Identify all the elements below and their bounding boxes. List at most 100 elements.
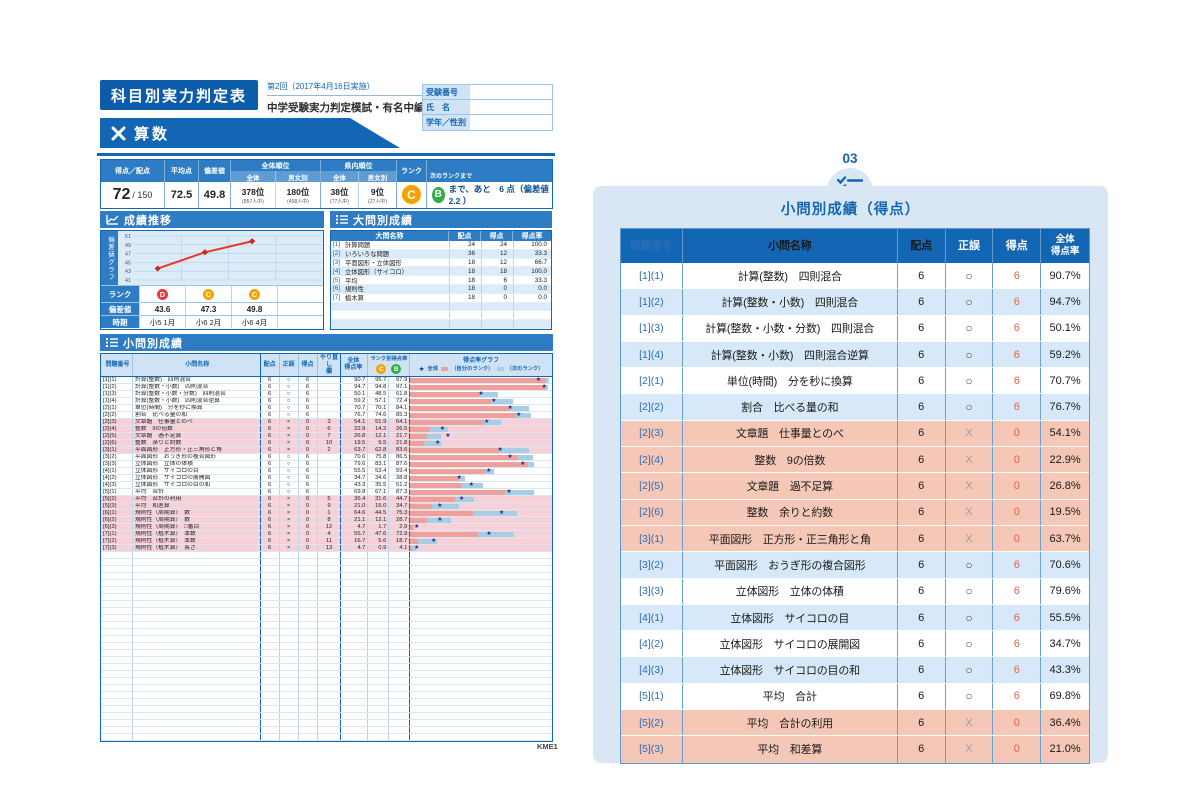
table-row: [2](6) 整数 余りと約数 6 X 0 19.5% (621, 499, 1089, 526)
next-rank-bar (473, 511, 517, 516)
tokuten-value (299, 608, 318, 614)
haiten-value: 6 (261, 426, 280, 432)
rank-of-total: (857人中) (242, 198, 264, 205)
redo-number: 6 (318, 426, 342, 432)
rank-b-rate (389, 629, 411, 635)
own-rank-bar (410, 392, 480, 397)
haiten-value: 6 (898, 263, 946, 289)
seigo-mark: × (280, 503, 299, 509)
deviation-cell: 49.8 (231, 303, 277, 315)
rank-c-rate: 35.5 (368, 482, 390, 488)
overall-rate (341, 636, 369, 642)
haiten-value (261, 573, 280, 579)
seigo-mark: ○ (280, 377, 299, 383)
detail-section-header: 小問別成績 (100, 334, 553, 351)
tokuten-value: 6 (299, 468, 318, 474)
haiten-value: 18 (449, 258, 481, 267)
overall-star: ★ (486, 531, 492, 537)
question-name (133, 713, 261, 719)
haiten-value: 6 (261, 482, 280, 488)
seigo-mark: ○ (946, 289, 994, 315)
rate-bar-cell (410, 699, 552, 705)
tokuten-value (299, 734, 318, 740)
tokuten-value (299, 601, 318, 607)
deviation-cell: 43.6 (139, 303, 185, 315)
table-row: [5](1) 平均 合計 6 ○ 6 69.8 67.1 87.3 ★ (101, 489, 552, 496)
question-name: 立体図形 サイコロの目の和 (133, 482, 261, 488)
rate-value: 43.3% (1049, 664, 1081, 677)
seigo-mark (280, 643, 299, 649)
major-name-header: 大問名称 (331, 231, 449, 242)
tokuten-value: 0 (299, 503, 318, 509)
own-rank-bar (410, 441, 424, 446)
haiten-value: 6 (261, 524, 280, 530)
table-row: [2](5) 文章題 過不足算 6 × 0 7 26.8 12.1 21.7 ★ (101, 433, 552, 440)
question-number: [1](4) (101, 398, 133, 404)
overall-star: ★ (491, 398, 497, 404)
tokuten-value: 0 (993, 710, 1042, 736)
rank-of-total: (27人中) (368, 198, 387, 205)
seigo-mark (280, 573, 299, 579)
redo-number: 1 (318, 510, 342, 516)
pref-rank-header: 県内順位 (321, 160, 396, 171)
question-number: [6](2) (101, 517, 133, 523)
table-row (101, 594, 552, 601)
rate-bar-cell: ★ (410, 489, 552, 495)
question-name (133, 559, 261, 565)
own-rank-bar (410, 378, 546, 383)
next-rank-bar (411, 546, 417, 551)
rate-value: 63.7% (1049, 532, 1081, 545)
major-haiten-header: 配点 (449, 231, 481, 242)
tokuten-value: 6 (299, 405, 318, 411)
detail-redo-header: やり直し欄 (318, 354, 342, 376)
question-name (133, 566, 261, 572)
rank-c-rate (368, 671, 390, 677)
table-row: [2](1) 単位(時間) 分を秒に換算 6 ○ 6 70.7% (621, 368, 1089, 395)
svg-text:41: 41 (125, 278, 131, 284)
seigo-mark (280, 559, 299, 565)
next-rank-bar (430, 427, 448, 432)
question-number: [4](1) (621, 604, 683, 631)
question-number: [2](4) (101, 426, 133, 432)
rate-bar-cell (410, 692, 552, 698)
redo-number: 10 (318, 440, 342, 446)
overall-rank-header: 全体順位 (231, 160, 320, 171)
question-number: [2](6) (101, 440, 133, 446)
haiten-value: 6 (898, 525, 946, 552)
question-name: 立体図形 サイコロの展開図 (133, 475, 261, 481)
question-name (133, 650, 261, 656)
table-row: [1](4) 計算(整数・小数) 四則混合逆算 6 ○ 6 59.2 57.1 72.4 ★ (101, 398, 552, 405)
report-title: 科目別実力判定表 (100, 80, 258, 110)
subject-label: 算数 (134, 125, 171, 143)
table-row (101, 629, 552, 636)
rate-bar-cell: ★ (410, 377, 552, 383)
rank-b-rate (389, 552, 411, 558)
table-row (101, 636, 552, 643)
rank-cell: 9位 (27人中) (359, 182, 396, 208)
next-rank-bar (485, 469, 495, 474)
haiten-value (261, 629, 280, 635)
rate-value: 70.7% (1049, 374, 1081, 387)
question-name: 立体図形 立体の体積 (133, 461, 261, 467)
rank-c-rate: 67.1 (368, 489, 390, 495)
rate-bar-cell (410, 559, 552, 565)
tokuten-value: 0 (299, 510, 318, 516)
student-info-value (470, 100, 552, 114)
redo-number (318, 720, 342, 726)
question-name: 計算(整数・小数) 四則混合 (683, 289, 898, 315)
overall-rate (341, 573, 369, 579)
deviation-column: 偏差値 49.8 (199, 160, 231, 208)
score-panel: 小問別成績（得点） 問題番号 小問名称 配点 正誤 得点 全体 得点率 [1](1… (593, 186, 1108, 764)
own-rank-bar (410, 497, 456, 502)
next-rank-bar (412, 525, 415, 530)
haiten-value: 18 (449, 276, 481, 285)
rank-c-rate: 0.9 (368, 545, 390, 551)
seigo-mark: ○ (280, 412, 299, 418)
question-name: 立体図形 サイコロの目 (133, 468, 261, 474)
rate-bar-cell: ★ (410, 496, 552, 502)
tokuten-value: 0 (299, 433, 318, 439)
question-name: 規則性（植木算） 本数 (133, 538, 261, 544)
overall-rate: 76.7 (341, 412, 369, 418)
rate-value: 54.1% (1049, 427, 1081, 440)
rank-b-rate: 28.7 (389, 517, 411, 523)
